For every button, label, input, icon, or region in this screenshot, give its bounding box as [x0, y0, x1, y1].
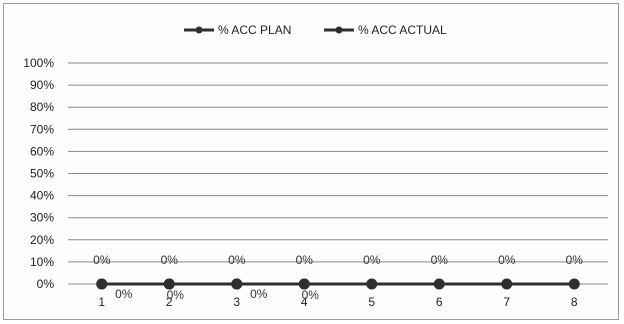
y-tick-label: 90% [30, 78, 54, 92]
data-label-plan: 0% [431, 253, 449, 267]
series-layer [96, 278, 580, 290]
data-label-plan: 0% [161, 253, 179, 267]
x-tick-label: 7 [503, 295, 510, 309]
x-tick-label: 1 [98, 295, 105, 309]
legend-actual-marker [335, 26, 343, 34]
data-label-actual: 0% [302, 288, 320, 302]
series-marker [501, 278, 513, 290]
data-label-actual: 0% [167, 288, 185, 302]
data-label-plan: 0% [498, 253, 516, 267]
y-tick-label: 30% [30, 211, 54, 225]
legend: % ACC PLAN % ACC ACTUAL [184, 23, 447, 37]
y-tick-label: 60% [30, 144, 54, 158]
gridlines [68, 62, 608, 285]
legend-plan-marker [195, 26, 203, 34]
y-tick-label: 50% [30, 167, 54, 181]
x-tick-label: 5 [368, 295, 375, 309]
legend-plan-label: % ACC PLAN [218, 23, 291, 37]
data-label-plan: 0% [566, 253, 584, 267]
data-labels-layer: 0% 0% 0% 0% 0% 0% 0% 0% 0% 0% 0% 0% [93, 253, 583, 302]
data-label-plan: 0% [228, 253, 246, 267]
legend-actual-label: % ACC ACTUAL [358, 23, 447, 37]
y-tick-label: 40% [30, 189, 54, 203]
legend-item-plan: % ACC PLAN [184, 23, 291, 37]
y-tick-label: 100% [23, 56, 54, 70]
x-axis: 1 2 3 4 5 6 7 8 [98, 295, 578, 309]
x-tick-label: 4 [301, 295, 308, 309]
series-marker [298, 278, 310, 290]
series-marker [163, 278, 175, 290]
y-tick-label: 10% [30, 255, 54, 269]
series-marker [366, 278, 378, 290]
y-tick-label: 0% [37, 277, 55, 291]
data-label-plan: 0% [296, 253, 314, 267]
x-tick-label: 2 [166, 295, 173, 309]
data-label-actual: 0% [115, 287, 133, 301]
x-tick-label: 3 [233, 295, 240, 309]
chart-frame [3, 3, 619, 320]
y-tick-label: 80% [30, 100, 54, 114]
x-tick-label: 8 [571, 295, 578, 309]
x-tick-label: 6 [436, 295, 443, 309]
series-marker [568, 278, 580, 290]
series-marker [433, 278, 445, 290]
series-marker [96, 278, 108, 290]
data-label-actual: 0% [250, 287, 268, 301]
series-marker [231, 278, 243, 290]
y-axis: 0% 10% 20% 30% 40% 50% 60% 70% 80% 90% 100% [23, 56, 54, 291]
legend-item-actual: % ACC ACTUAL [324, 23, 447, 37]
data-label-plan: 0% [93, 253, 111, 267]
y-tick-label: 70% [30, 122, 54, 136]
data-label-plan: 0% [363, 253, 381, 267]
y-tick-label: 20% [30, 233, 54, 247]
